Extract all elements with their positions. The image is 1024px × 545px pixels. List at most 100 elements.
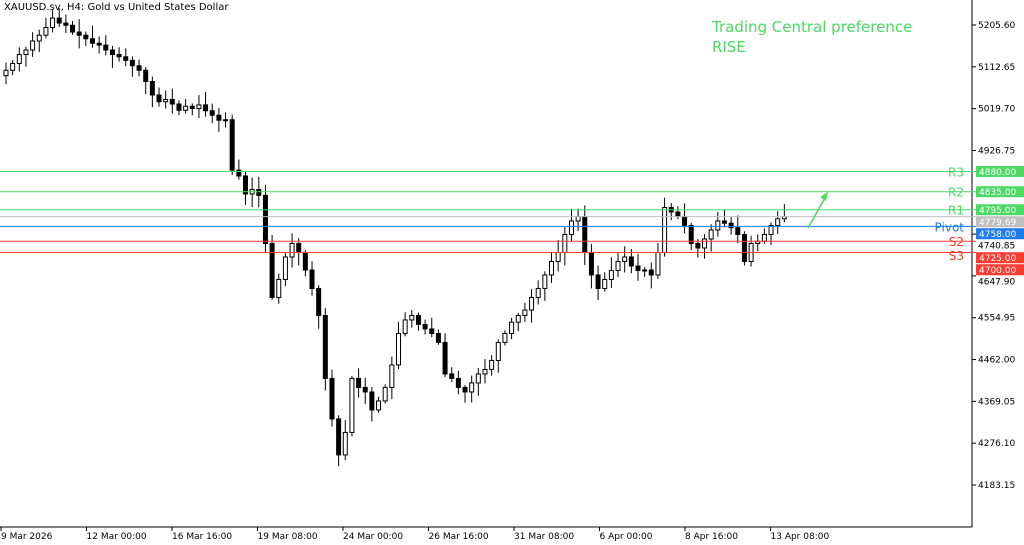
- candle-body: [183, 105, 189, 111]
- y-tick-label: 5019.70: [978, 105, 1015, 115]
- candle-body: [721, 220, 727, 224]
- candle-body: [475, 373, 481, 384]
- candle-body: [608, 269, 614, 280]
- candle-body: [116, 54, 122, 58]
- candle-body: [429, 328, 435, 334]
- candle-body: [555, 251, 561, 262]
- candle-body: [442, 341, 448, 375]
- candle-body: [642, 269, 648, 272]
- candle-body: [156, 94, 162, 103]
- candle-body: [489, 359, 495, 370]
- candle-body: [702, 238, 708, 249]
- candle-body: [203, 104, 209, 112]
- level-value-label: 4725.00: [979, 254, 1016, 264]
- candle-body: [595, 274, 601, 289]
- level-name-s2: S2: [949, 235, 964, 249]
- candle-body: [276, 278, 282, 298]
- candle-body: [695, 242, 701, 249]
- x-tick-label: 6 Apr 00:00: [600, 532, 653, 542]
- candle-body: [775, 218, 781, 226]
- level-name-s3: S3: [949, 249, 964, 263]
- candle-body: [602, 278, 608, 289]
- candle-body: [455, 377, 461, 388]
- candle-body: [369, 391, 375, 411]
- y-tick-label: 5205.60: [978, 21, 1015, 31]
- candle-body: [16, 54, 22, 65]
- candle-body: [362, 386, 368, 393]
- candle-body: [216, 114, 222, 121]
- candle-body: [309, 269, 315, 289]
- level-name-r1: R1: [948, 204, 964, 218]
- candle-body: [256, 188, 262, 196]
- candle-body: [675, 211, 681, 217]
- candle-body: [648, 269, 654, 276]
- candle-body: [482, 368, 488, 375]
- candle-body: [189, 105, 195, 110]
- candle-body: [109, 49, 115, 56]
- candle-body: [176, 103, 182, 111]
- candle-body: [76, 31, 82, 36]
- x-tick-label: 26 Mar 16:00: [429, 532, 489, 542]
- candle-body: [542, 274, 548, 289]
- y-tick-label: 4647.90: [978, 278, 1015, 288]
- y-tick-label: 4740.85: [978, 242, 1015, 252]
- candle-body: [89, 38, 95, 44]
- x-tick-label: 9 Mar 2026: [1, 532, 53, 542]
- candle-body: [349, 377, 355, 433]
- candle-body: [462, 386, 468, 393]
- y-tick-label: 4276.10: [978, 439, 1015, 449]
- candle-body: [96, 42, 102, 46]
- candle-body: [509, 321, 515, 334]
- x-tick-label: 8 Apr 16:00: [685, 532, 738, 542]
- candle-body: [23, 49, 29, 56]
- preference-direction: RISE: [712, 38, 746, 56]
- candle-body: [615, 260, 621, 271]
- candle-body: [136, 65, 142, 71]
- y-tick-label: 4183.15: [978, 481, 1015, 491]
- candle-body: [529, 296, 535, 311]
- level-value-label: 4880.00: [979, 168, 1016, 178]
- level-value-badge: [976, 252, 1024, 264]
- candle-body: [422, 323, 428, 330]
- candle-body: [688, 224, 694, 244]
- candle-body: [242, 175, 248, 195]
- y-tick-label: 5112.65: [978, 63, 1015, 73]
- candle-body: [628, 256, 634, 267]
- candle-body: [735, 227, 741, 235]
- candle-body: [30, 40, 36, 51]
- candle-body: [36, 34, 42, 42]
- candle-body: [163, 99, 169, 103]
- candle-body: [761, 233, 767, 242]
- y-tick-label: 4926.75: [978, 146, 1015, 156]
- candle-body: [282, 256, 288, 280]
- candle-body: [329, 377, 335, 420]
- candle-body: [322, 314, 328, 379]
- candle-body: [728, 222, 734, 229]
- candle-body: [43, 27, 49, 36]
- candle-body: [382, 386, 388, 402]
- x-tick-label: 24 Mar 00:00: [343, 532, 403, 542]
- candle-body: [336, 418, 342, 456]
- candle-body: [708, 229, 714, 240]
- x-tick-label: 19 Mar 08:00: [258, 532, 318, 542]
- level-value-badge: [976, 204, 1024, 216]
- candle-body: [568, 220, 574, 235]
- candle-body: [515, 314, 521, 323]
- level-value-badge: [976, 264, 1024, 276]
- y-tick-label: 4554.95: [978, 314, 1015, 324]
- candle-body: [223, 119, 229, 122]
- candle-body: [768, 224, 774, 235]
- level-value-label: 4835.00: [979, 188, 1016, 198]
- candle-body: [63, 22, 69, 26]
- candle-body: [229, 119, 235, 171]
- candle-body: [562, 233, 568, 253]
- candle-body: [582, 215, 588, 253]
- candle-body: [502, 332, 508, 343]
- candle-body: [396, 332, 401, 366]
- candle-body: [415, 314, 421, 325]
- chart-title: XAUUSD.sv, H4: Gold vs United States Dol…: [4, 2, 229, 13]
- candle-body: [209, 110, 215, 116]
- candle-body: [622, 256, 628, 262]
- candle-body: [741, 233, 747, 262]
